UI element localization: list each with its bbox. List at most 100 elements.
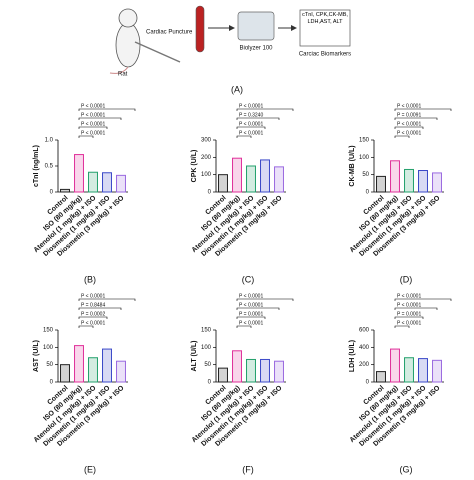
panel-label: (G) bbox=[400, 464, 413, 474]
bar bbox=[232, 350, 242, 383]
panel-label: (F) bbox=[242, 464, 254, 474]
bar bbox=[74, 154, 84, 193]
bar bbox=[88, 171, 98, 193]
comparison-bracket bbox=[236, 307, 280, 310]
y-tick-label: 0 bbox=[208, 380, 212, 386]
comparison-bracket bbox=[236, 316, 266, 319]
y-tick-label: 300 bbox=[201, 138, 212, 144]
bar bbox=[274, 166, 284, 193]
panel-a-diagram: Cardiac Puncture Rat Biolyzer 100 cTnI, … bbox=[109, 5, 351, 94]
bar bbox=[376, 371, 386, 383]
panel-label: (A) bbox=[231, 84, 243, 94]
comparison-bracket bbox=[236, 117, 280, 120]
bar bbox=[60, 364, 70, 383]
panel-label: (E) bbox=[84, 464, 96, 474]
puncture-label: Cardiac Puncture bbox=[146, 30, 193, 36]
y-tick-label: 150 bbox=[359, 138, 370, 144]
comparison-bracket bbox=[78, 307, 122, 310]
bar bbox=[116, 360, 126, 383]
panel-label: (C) bbox=[242, 274, 255, 284]
bar bbox=[102, 348, 112, 383]
p-value: P = 0.0001 bbox=[397, 311, 421, 317]
p-value: P < 0.0001 bbox=[81, 112, 105, 118]
bar bbox=[102, 172, 112, 193]
markers-text: cTnI, CPK,CK-MB, LDH,AST, ALT bbox=[302, 12, 348, 25]
y-tick-label: 600 bbox=[359, 328, 370, 334]
comparison-bracket bbox=[78, 325, 94, 328]
y-axis-label: CPK (U/L) bbox=[191, 150, 198, 183]
markers-caption: Carciac Biomarkers bbox=[299, 52, 351, 58]
p-value: P < 0.0001 bbox=[397, 293, 421, 299]
bar bbox=[88, 357, 98, 383]
comparison-bracket bbox=[394, 108, 452, 111]
bar bbox=[390, 160, 400, 193]
comparison-bracket bbox=[236, 135, 252, 138]
p-value: P < 0.0001 bbox=[81, 103, 105, 109]
bar bbox=[60, 188, 70, 193]
p-value: P < 0.0001 bbox=[81, 293, 105, 299]
comparison-bracket bbox=[236, 325, 252, 328]
y-tick-label: 100 bbox=[201, 172, 212, 178]
comparison-bracket bbox=[394, 135, 410, 138]
y-tick-label: 0 bbox=[366, 190, 370, 196]
p-value: P < 0.0001 bbox=[397, 103, 421, 109]
bar bbox=[404, 357, 414, 383]
comparison-bracket bbox=[78, 316, 108, 319]
p-value: P = 0.3240 bbox=[239, 112, 263, 118]
y-axis-label: cTnI (ng/mL) bbox=[33, 145, 40, 187]
y-tick-label: 0 bbox=[50, 380, 54, 386]
bar bbox=[390, 348, 400, 383]
comparison-bracket bbox=[394, 307, 438, 310]
comparison-bracket bbox=[78, 298, 136, 301]
bar bbox=[432, 172, 442, 193]
p-value: P = 0.8484 bbox=[81, 302, 105, 308]
y-axis-label: AST (U/L) bbox=[33, 340, 40, 372]
markers-box bbox=[299, 9, 351, 47]
p-value: P < 0.0001 bbox=[239, 293, 263, 299]
y-axis-label: ALT (U/L) bbox=[191, 341, 198, 372]
y-tick-label: 200 bbox=[201, 155, 212, 161]
p-value: P < 0.0001 bbox=[81, 121, 105, 127]
p-value: P < 0.0001 bbox=[81, 130, 105, 136]
p-value: P = 0.0091 bbox=[397, 112, 421, 118]
y-axis-label: LDH (U/L) bbox=[349, 340, 356, 372]
y-tick-label: 100 bbox=[359, 155, 370, 161]
p-value: P < 0.0001 bbox=[397, 320, 421, 326]
rat-head bbox=[118, 8, 138, 28]
y-axis-label: CK-MB (U/L) bbox=[349, 145, 356, 186]
comparison-bracket bbox=[394, 316, 424, 319]
comparison-bracket bbox=[78, 126, 108, 129]
comparison-bracket bbox=[394, 298, 452, 301]
p-value: P < 0.0001 bbox=[397, 130, 421, 136]
p-value: P < 0.0001 bbox=[397, 121, 421, 127]
bar bbox=[418, 170, 428, 193]
rat-body bbox=[115, 22, 141, 68]
bar bbox=[376, 175, 386, 193]
device-label: Biolyzer 100 bbox=[239, 46, 273, 52]
bar bbox=[218, 174, 228, 193]
bar bbox=[232, 157, 242, 193]
y-tick-label: 150 bbox=[43, 328, 54, 334]
analyzer bbox=[237, 11, 275, 41]
y-tick-label: 50 bbox=[46, 362, 53, 368]
p-value: P = 0.0002 bbox=[81, 311, 105, 317]
p-value: P < 0.0001 bbox=[81, 320, 105, 326]
y-tick-label: 50 bbox=[362, 172, 369, 178]
panel-label: (D) bbox=[400, 274, 413, 284]
y-tick-label: 50 bbox=[204, 362, 211, 368]
bar bbox=[274, 360, 284, 383]
bar bbox=[418, 358, 428, 383]
y-tick-label: 200 bbox=[359, 362, 370, 368]
blood-tube bbox=[195, 5, 205, 53]
p-value: P = 0.0001 bbox=[239, 311, 263, 317]
bar bbox=[218, 367, 228, 383]
rat-tail bbox=[109, 66, 129, 74]
syringe bbox=[134, 41, 181, 63]
bar bbox=[246, 358, 256, 383]
y-tick-label: 0 bbox=[366, 380, 370, 386]
p-value: P < 0.0001 bbox=[397, 302, 421, 308]
p-value: P < 0.0001 bbox=[239, 302, 263, 308]
comparison-bracket bbox=[236, 108, 294, 111]
bar bbox=[404, 168, 414, 193]
comparison-bracket bbox=[394, 126, 424, 129]
